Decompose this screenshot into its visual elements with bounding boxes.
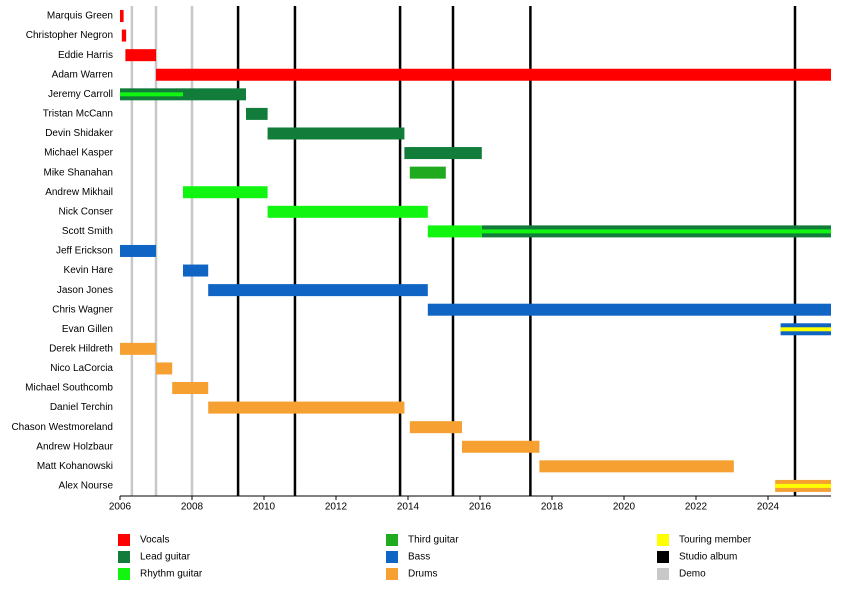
legend-swatch: [657, 551, 669, 563]
role-bar: [183, 186, 268, 199]
legend-swatch: [386, 551, 398, 563]
role-bar: [409, 421, 462, 434]
member-name: Michael Kasper: [44, 148, 114, 159]
member-name: Jeremy Carroll: [48, 89, 113, 100]
x-tick-label: 2010: [253, 502, 276, 513]
member-name: Daniel Terchin: [50, 402, 113, 413]
role-bar: [427, 303, 831, 316]
member-name: Scott Smith: [62, 226, 113, 237]
member-name: Devin Shidaker: [45, 128, 113, 139]
legend-label: Studio album: [679, 552, 737, 563]
member-name: Jeff Erickson: [56, 246, 113, 257]
member-name: Nico LaCorcia: [50, 363, 113, 374]
role-bar: [267, 205, 428, 218]
x-tick-label: 2012: [325, 502, 348, 513]
role-bar: [427, 225, 482, 238]
x-tick-label: 2024: [757, 502, 780, 513]
member-name: Matt Kohanowski: [37, 461, 113, 472]
member-name: Chason Westmoreland: [11, 422, 113, 433]
role-bar: [183, 264, 209, 277]
legend-swatch: [386, 534, 398, 546]
member-name: Marquis Green: [47, 11, 113, 22]
x-tick-label: 2016: [469, 502, 492, 513]
legend-label: Touring member: [679, 535, 752, 546]
legend-label: Drums: [408, 569, 437, 580]
role-bar: [208, 401, 405, 414]
legend-swatch: [118, 534, 130, 546]
member-name: Alex Nourse: [59, 481, 114, 492]
role-bar: [120, 342, 156, 355]
member-name: Nick Conser: [59, 206, 114, 217]
role-bar: [172, 382, 209, 395]
member-name: Evan Gillen: [62, 324, 113, 335]
role-bar: [125, 49, 156, 62]
member-name: Tristan McCann: [43, 109, 113, 120]
member-name: Mike Shanahan: [44, 167, 114, 178]
x-tick-label: 2008: [181, 502, 204, 513]
member-name: Kevin Hare: [64, 265, 114, 276]
legend-label: Rhythm guitar: [140, 569, 203, 580]
legend-label: Lead guitar: [140, 552, 191, 563]
role-bar: [539, 460, 734, 473]
role-bar: [156, 362, 173, 375]
member-name: Eddie Harris: [58, 50, 113, 61]
role-bar: [404, 147, 482, 160]
role-stripe: [120, 92, 183, 97]
member-name: Christopher Negron: [26, 30, 113, 41]
x-tick-label: 2022: [685, 502, 708, 513]
role-bar: [121, 29, 127, 42]
legend-label: Vocals: [140, 535, 169, 546]
member-name: Michael Southcomb: [25, 383, 113, 394]
x-tick-label: 2020: [613, 502, 636, 513]
member-name: Andrew Mikhail: [45, 187, 113, 198]
member-name: Jason Jones: [57, 285, 113, 296]
role-stripe: [780, 327, 831, 332]
legend-label: Third guitar: [408, 535, 459, 546]
role-bar: [409, 166, 446, 179]
role-bar: [267, 127, 405, 140]
role-stripe: [481, 229, 831, 234]
x-tick-label: 2014: [397, 502, 420, 513]
legend-swatch: [386, 568, 398, 580]
member-name: Adam Warren: [52, 69, 113, 80]
member-name: Derek Hildreth: [49, 344, 113, 355]
role-bar: [120, 10, 124, 22]
member-name: Chris Wagner: [52, 304, 113, 315]
legend-swatch: [657, 568, 669, 580]
member-name: Andrew Holzbaur: [36, 441, 113, 452]
legend-swatch: [118, 568, 130, 580]
role-bar: [208, 284, 428, 297]
role-stripe: [775, 483, 831, 488]
role-bar: [120, 244, 156, 257]
legend-label: Demo: [679, 569, 706, 580]
role-bar: [246, 107, 268, 120]
role-bar: [156, 68, 831, 81]
legend-swatch: [657, 534, 669, 546]
legend-swatch: [118, 551, 130, 563]
x-tick-label: 2018: [541, 502, 564, 513]
x-tick-label: 2006: [109, 502, 132, 513]
legend-label: Bass: [408, 552, 430, 563]
role-bar: [462, 440, 540, 453]
